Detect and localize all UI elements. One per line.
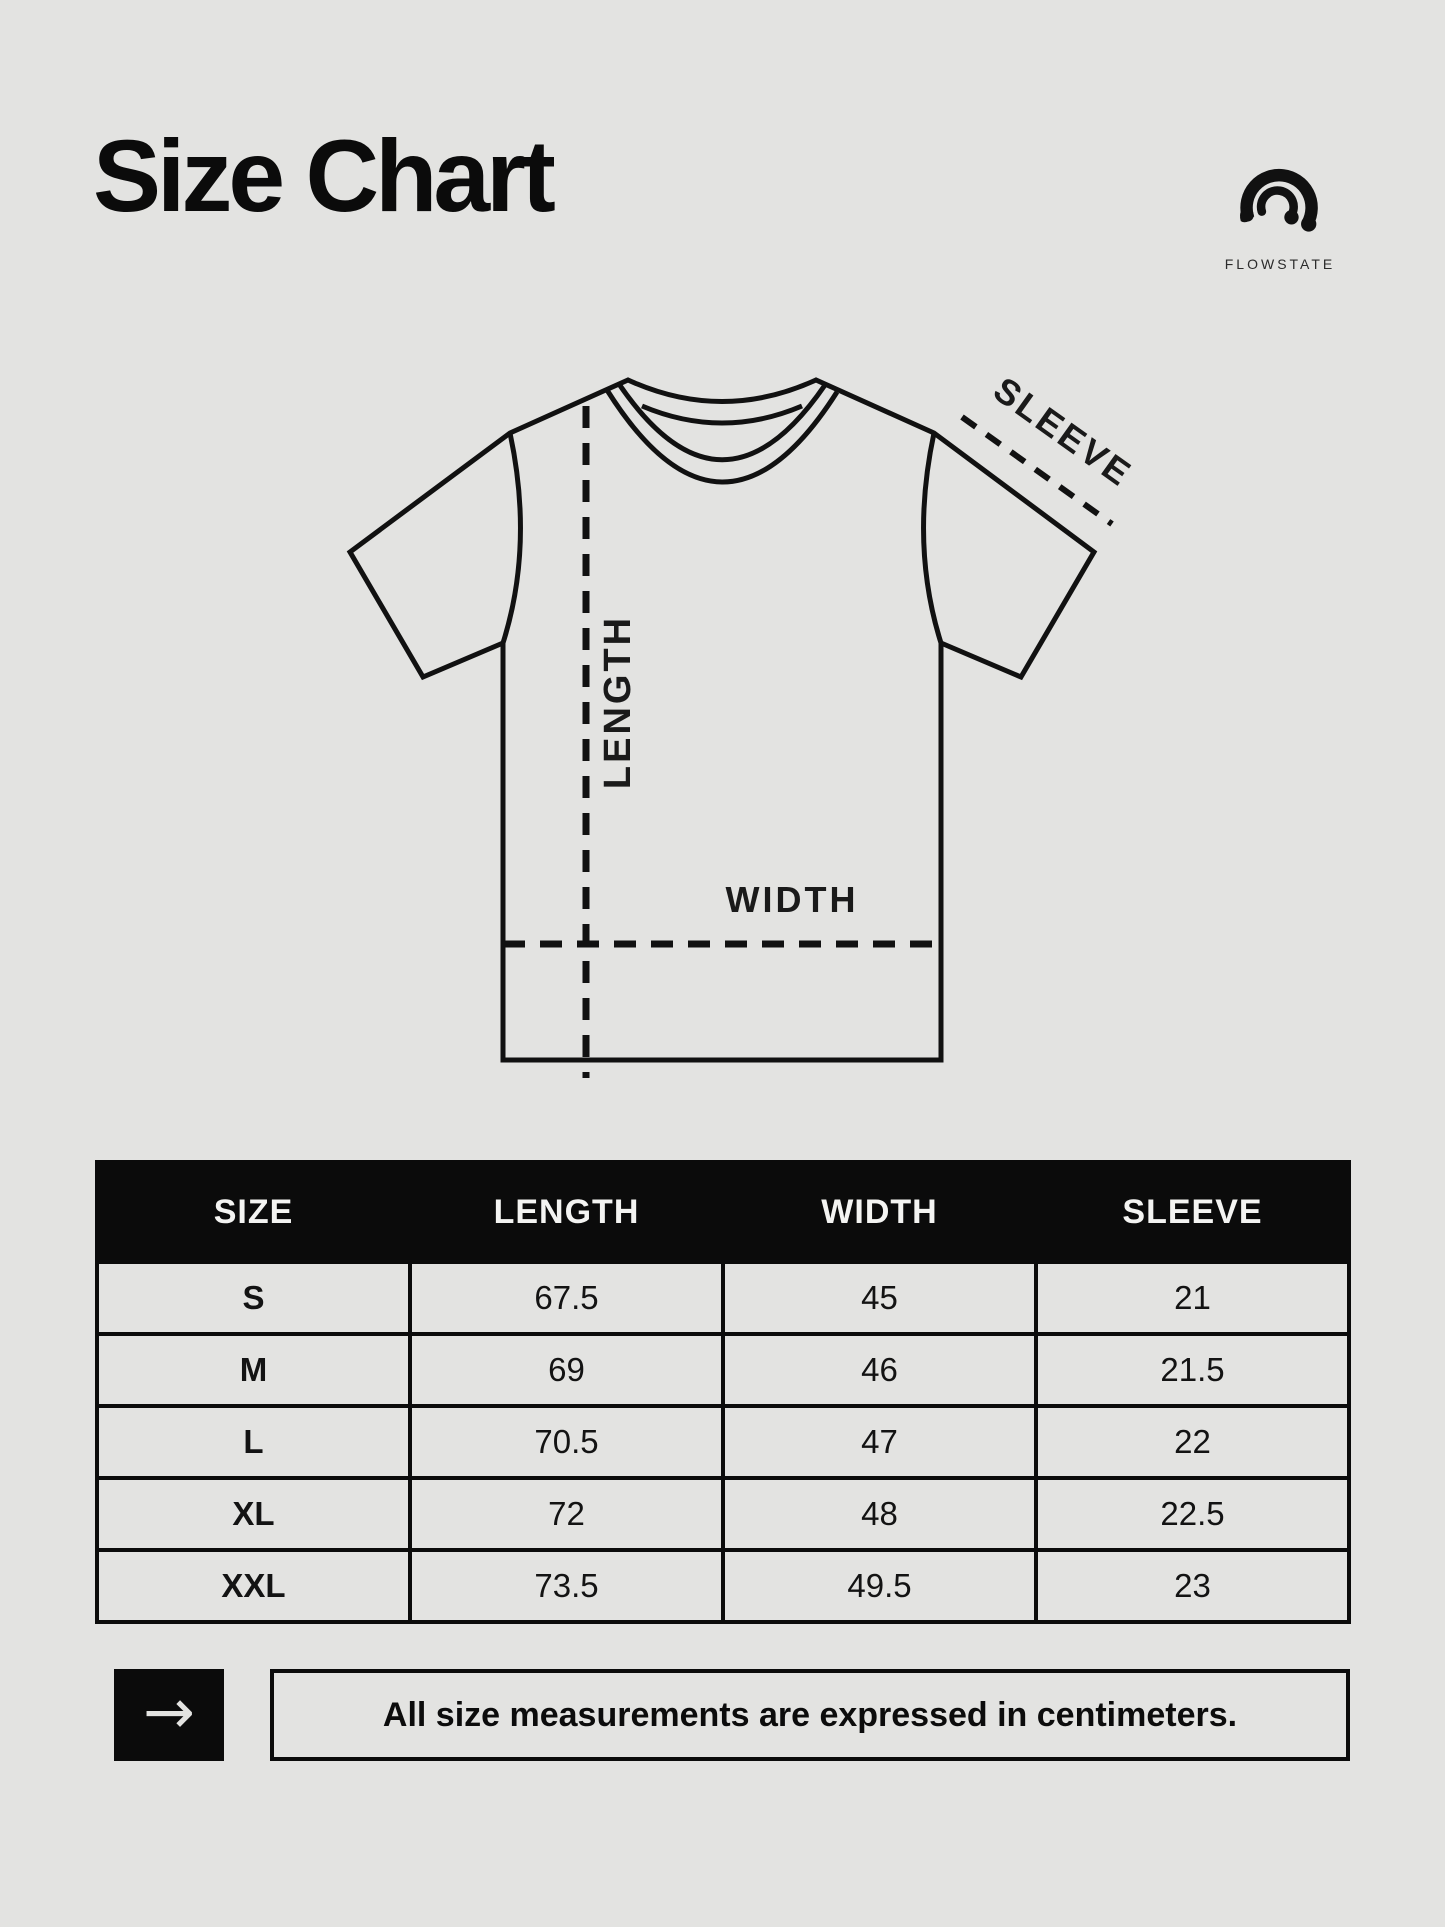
cell-length: 67.5 (408, 1260, 725, 1336)
cell-width: 47 (721, 1404, 1038, 1480)
table-row-xl: XL 72 48 22.5 (95, 1476, 1351, 1552)
length-label: LENGTH (597, 615, 639, 789)
collar-opening-edge (604, 388, 840, 485)
tshirt-measurement-diagram: LENGTH WIDTH SLEEVE (330, 330, 1140, 1110)
right-arrow-icon: → (143, 1675, 195, 1748)
cell-sleeve: 22 (1034, 1404, 1351, 1480)
sleeve-measure-line (960, 414, 1114, 527)
page-title: Size Chart (93, 119, 556, 233)
cell-width: 49.5 (721, 1548, 1038, 1624)
table-row-xxl: XXL 73.5 49.5 23 (95, 1548, 1351, 1624)
column-header-width: WIDTH (721, 1160, 1038, 1264)
column-header-length: LENGTH (408, 1160, 725, 1264)
size-table: SIZE LENGTH WIDTH SLEEVE S 67.5 45 21 M … (95, 1160, 1351, 1624)
cell-sleeve: 23 (1034, 1548, 1351, 1624)
cell-width: 46 (721, 1332, 1038, 1408)
cell-length: 69 (408, 1332, 725, 1408)
tshirt-outline (346, 377, 1098, 1063)
arrow-badge: → (114, 1669, 224, 1761)
column-header-sleeve: SLEEVE (1034, 1160, 1351, 1264)
collar-back-seam (641, 403, 803, 426)
cell-size: XXL (95, 1548, 412, 1624)
size-table-header-row: SIZE LENGTH WIDTH SLEEVE (95, 1160, 1351, 1264)
cell-length: 72 (408, 1476, 725, 1552)
collar-band-outer (616, 382, 828, 463)
right-armhole-seam (921, 432, 944, 644)
left-armhole-seam (500, 432, 523, 644)
table-row-s: S 67.5 45 21 (95, 1260, 1351, 1336)
table-row-l: L 70.5 47 22 (95, 1404, 1351, 1480)
cell-sleeve: 22.5 (1034, 1476, 1351, 1552)
brand-block: FLOWSTATE (1205, 158, 1355, 272)
measurement-note-box: All size measurements are expressed in c… (270, 1669, 1350, 1761)
cell-sleeve: 21.5 (1034, 1332, 1351, 1408)
cell-width: 48 (721, 1476, 1038, 1552)
table-row-m: M 69 46 21.5 (95, 1332, 1351, 1408)
column-header-size: SIZE (95, 1160, 412, 1264)
cell-length: 70.5 (408, 1404, 725, 1480)
measurement-note-text: All size measurements are expressed in c… (382, 1695, 1238, 1734)
cell-size: XL (95, 1476, 412, 1552)
cell-size: L (95, 1404, 412, 1480)
tshirt-diagram-svg: LENGTH WIDTH SLEEVE (346, 369, 1140, 1078)
cell-width: 45 (721, 1260, 1038, 1336)
wave-swirl-icon (1239, 168, 1318, 232)
cell-size: S (95, 1260, 412, 1336)
width-label: WIDTH (726, 879, 859, 920)
cell-size: M (95, 1332, 412, 1408)
cell-sleeve: 21 (1034, 1260, 1351, 1336)
cell-length: 73.5 (408, 1548, 725, 1624)
brand-name: FLOWSTATE (1224, 256, 1336, 272)
sleeve-label: SLEEVE (986, 369, 1140, 495)
